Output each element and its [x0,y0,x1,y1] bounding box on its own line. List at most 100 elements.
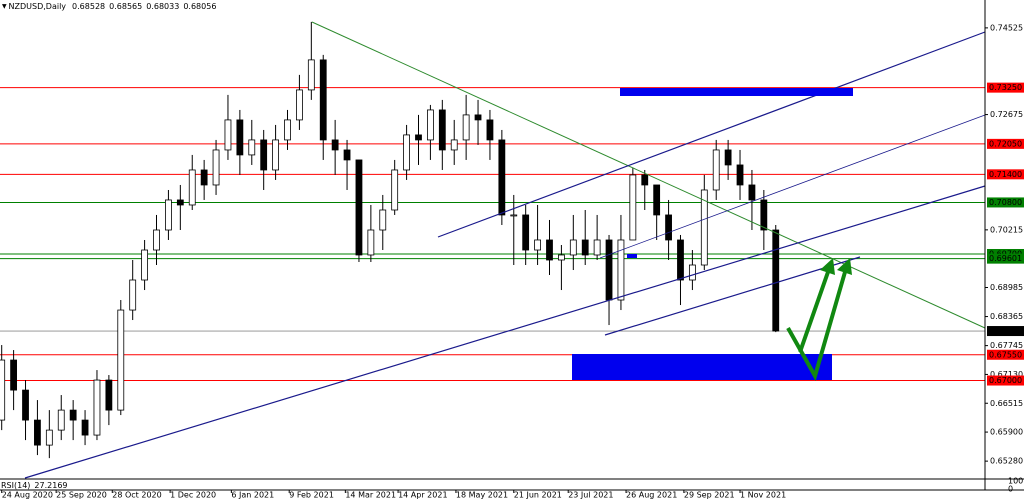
candle-body [474,114,482,121]
candle-body [665,214,672,241]
candle-body [641,174,649,186]
candle-body [343,149,351,161]
level-label: 0.67550 [989,350,1022,359]
candle-body [236,119,244,156]
candle-body [772,229,780,332]
candle-body [498,139,506,216]
candle-body [700,189,708,266]
candle-body [415,134,422,141]
indicator-tick-label: 100 [1008,477,1023,486]
level-label-box [987,326,1024,337]
header-close: 0.68056 [183,2,216,11]
y-tick-label: 0.74525 [990,23,1023,32]
candle-body [260,139,268,171]
candle-body [248,139,256,156]
arrowhead [820,258,835,275]
level-label-box [987,197,1024,208]
y-tick-label: 0.72675 [990,110,1023,119]
y-tick-label: 0.68985 [990,283,1023,292]
candle-body [688,264,696,281]
candle-body [212,149,220,186]
level-label: 0.71400 [989,170,1022,179]
header-low: 0.68033 [146,2,179,11]
y-tick-label: 0.67130 [990,370,1023,379]
candle-body [355,159,363,256]
x-tick-label: 1 Dec 2020 [170,491,216,500]
level-label-box [987,375,1024,386]
candle-body [188,169,196,206]
candle-body [427,109,434,141]
candle-body [653,184,661,216]
axes: 0.74525 0.72675 0.70215 0.68985 0.68365 0.677… [1,23,1024,500]
candle-body [224,119,232,151]
arrow [798,271,830,353]
candle-body [748,184,756,201]
arrowhead [837,258,852,275]
candle-body [522,214,530,251]
marker [627,254,637,258]
level-label: 0.73250 [989,83,1022,92]
level-label-box [987,349,1024,360]
level-label-box [987,253,1024,264]
candle-body [296,89,303,121]
candle-body [307,59,315,91]
candle-body [141,249,149,281]
y-tick-label: 0.68365 [990,312,1023,321]
trend-line [311,21,986,329]
candle-body [129,279,137,311]
candle-body [319,59,327,141]
arrow [786,271,847,382]
x-tick-label: 23 Jul 2021 [568,491,613,500]
level-label: 0.68056 [989,327,1022,336]
candle-body [403,134,410,171]
indicator-tick-label: 0 [1008,485,1013,494]
candle-body [200,169,208,186]
candle-body [736,164,744,186]
candle-body [93,379,101,436]
candle-body [724,149,732,166]
candle-body [677,239,684,281]
candle-body [367,229,375,256]
candle-body [105,379,113,411]
level-label-box [987,138,1024,149]
menu-arrow: ▼ [2,3,9,10]
candle-body [438,109,446,151]
zone [620,88,853,96]
y-tick-label: 0.70215 [990,225,1023,234]
candle-body [81,419,89,436]
symbol: NZDUSD,Daily [9,2,67,11]
header-high: 0.68565 [109,2,142,11]
candle-body [272,139,279,171]
candle-body [22,389,29,421]
level-label-box [987,169,1024,180]
candle-body [581,239,589,256]
candle-body [534,239,541,251]
y-tick-label: 0.65900 [990,428,1023,437]
candle-body [569,239,577,256]
candle-body [379,209,387,231]
x-tick-label: 29 Sep 2021 [684,491,735,500]
channel-line [437,31,986,238]
indicator-name: RSI(14) [1,481,30,490]
candle-body [117,309,125,411]
candle-body [557,254,565,261]
candle-body [176,199,184,206]
candle-body [165,199,172,231]
x-tick-label: 25 Sep 2020 [56,491,107,500]
x-tick-label: 14 Mar 2021 [345,491,396,500]
candle-body [331,139,339,151]
x-tick-label: 24 Aug 2020 [2,491,53,500]
candle-body [712,149,720,191]
x-tick-label: 1 Nov 2021 [740,491,786,500]
level-label: 0.70800 [989,198,1022,207]
x-tick-label: 14 Apr 2021 [398,491,447,500]
candle-body [593,239,601,256]
y-tick-label: 0.66515 [990,399,1023,408]
y-tick-label: 0.67745 [990,341,1023,350]
x-tick-label: 26 Aug 2021 [626,491,677,500]
candle-body [450,139,458,151]
candle-body [45,429,53,446]
candle-body [486,119,494,141]
